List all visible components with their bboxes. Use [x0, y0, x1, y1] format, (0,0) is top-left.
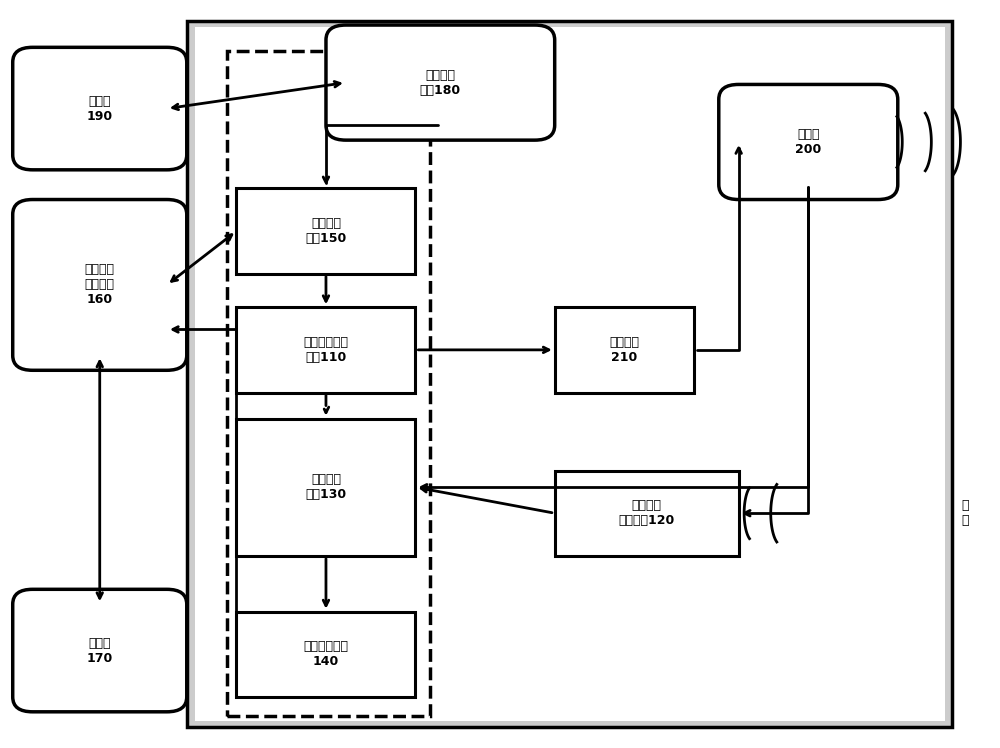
Text: 人
声: 人 声 [962, 499, 969, 527]
Text: 环境声音
采集单元120: 环境声音 采集单元120 [619, 499, 675, 527]
Text: 扬声器
200: 扬声器 200 [795, 128, 821, 156]
Text: 功效单元
210: 功效单元 210 [609, 336, 639, 364]
FancyBboxPatch shape [13, 47, 187, 170]
FancyBboxPatch shape [555, 307, 694, 393]
FancyBboxPatch shape [555, 470, 739, 556]
Text: 指令转换
单元150: 指令转换 单元150 [305, 217, 347, 245]
Text: 语音处理单元
140: 语音处理单元 140 [303, 640, 348, 668]
FancyBboxPatch shape [719, 85, 898, 200]
FancyBboxPatch shape [13, 200, 187, 370]
FancyBboxPatch shape [236, 612, 415, 697]
Text: 串口并口
通讯单元
160: 串口并口 通讯单元 160 [85, 263, 115, 307]
FancyBboxPatch shape [195, 27, 945, 721]
FancyBboxPatch shape [326, 25, 555, 140]
FancyBboxPatch shape [13, 589, 187, 712]
Text: 控制器
170: 控制器 170 [87, 637, 113, 664]
FancyBboxPatch shape [236, 419, 415, 556]
FancyBboxPatch shape [236, 188, 415, 274]
FancyBboxPatch shape [187, 22, 952, 726]
FancyBboxPatch shape [227, 51, 430, 716]
Text: 声音分离
单元130: 声音分离 单元130 [305, 473, 347, 501]
Text: 内部音频信号
单元110: 内部音频信号 单元110 [303, 336, 348, 364]
Text: 射频电路
单元180: 射频电路 单元180 [420, 69, 461, 96]
FancyBboxPatch shape [236, 307, 415, 393]
Text: 互联网
190: 互联网 190 [87, 94, 113, 123]
